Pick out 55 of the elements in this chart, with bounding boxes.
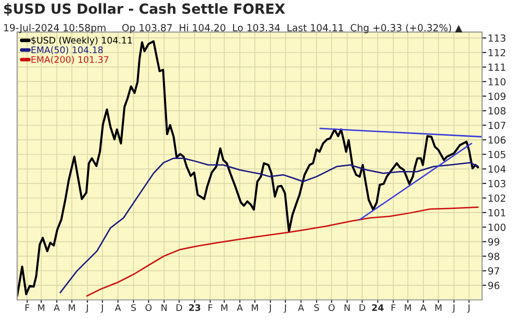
y-tick-label: 111 <box>488 64 506 71</box>
x-tick-label: M <box>252 304 258 311</box>
y-tick-label: 113 <box>488 34 506 42</box>
y-tick-label: 102 <box>488 194 506 202</box>
y-tick-label: 99 <box>488 238 500 246</box>
x-tick-label: M <box>38 304 44 311</box>
x-tick-label: J <box>86 304 88 313</box>
chart-title: $USD US Dollar - Cash Settle FOREX <box>4 3 285 16</box>
x-tick-label: D <box>176 304 182 311</box>
y-tick-label: 107 <box>488 122 506 130</box>
x-tick-label: O <box>146 304 152 312</box>
y-tick-label: 101 <box>488 209 506 216</box>
y-tick-label: 110 <box>488 78 506 86</box>
y-tick-label: 100 <box>488 224 506 231</box>
x-tick-label: 24 <box>372 304 384 311</box>
y-tick-label: 105 <box>488 150 506 158</box>
y-tick-label: 104 <box>488 165 506 173</box>
y-tick-label: 109 <box>488 92 506 100</box>
y-tick-label: 103 <box>488 180 506 188</box>
chart-subtitle: 19-Jul-2024 10:58pm Op 103.87 Hi 104.20 Lo 103.34 Last 104.11 Chg +0.33 (+0.32%) ▲ <box>4 24 462 34</box>
x-tick-label: M <box>221 304 228 311</box>
x-tick-label: S <box>314 304 319 312</box>
y-tick-label: 108 <box>488 107 506 115</box>
y-tick-label: 98 <box>488 252 500 260</box>
x-tick-label: M <box>404 304 411 311</box>
y-tick-label: 97 <box>488 267 500 275</box>
y-tick-label: 96 <box>488 282 500 290</box>
legend-label: $USD (Weekly) 104.11 <box>31 36 132 46</box>
legend-label: EMA(200) 101.37 <box>32 56 108 64</box>
x-tick-label: A <box>114 304 121 311</box>
x-tick-label: J <box>268 304 271 313</box>
line-series <box>86 206 479 297</box>
x-tick-label: J <box>467 304 470 313</box>
x-tick-label: N <box>344 304 350 311</box>
x-tick-label: A <box>54 304 60 311</box>
x-tick-label: J <box>284 304 286 313</box>
x-tick-label: A <box>420 304 426 311</box>
legend-label: EMA(50) 104.18 <box>32 46 103 54</box>
x-tick-label: J <box>100 304 103 313</box>
x-tick-label: J <box>452 304 454 313</box>
x-tick-label: N <box>162 304 167 311</box>
x-tick-label: S <box>131 304 136 312</box>
x-tick-label: M <box>68 304 75 311</box>
x-tick-label: O <box>328 304 335 312</box>
y-tick-label: 112 <box>488 48 506 56</box>
y-tick-label: 106 <box>488 136 506 144</box>
x-tick-label: F <box>392 304 396 311</box>
x-tick-label: F <box>25 304 30 311</box>
x-tick-label: M <box>435 304 442 311</box>
x-tick-label: 23 <box>189 304 200 312</box>
x-tick-label: A <box>236 304 243 311</box>
line-series <box>60 158 479 294</box>
x-tick-label: A <box>298 304 304 311</box>
x-tick-label: D <box>360 304 366 311</box>
x-tick-label: F <box>208 304 212 311</box>
